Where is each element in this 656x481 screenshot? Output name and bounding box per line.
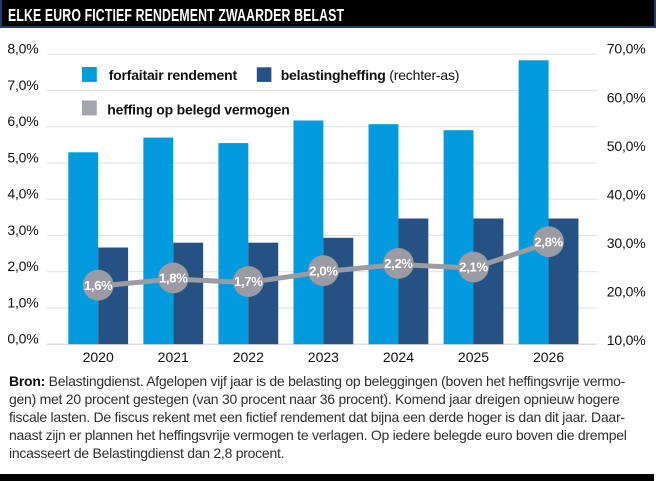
- svg-text:2,8%: 2,8%: [534, 234, 563, 249]
- svg-text:3,0%: 3,0%: [7, 222, 38, 238]
- svg-text:1,8%: 1,8%: [159, 271, 188, 286]
- svg-text:1,7%: 1,7%: [234, 274, 263, 289]
- svg-text:0,0%: 0,0%: [7, 331, 38, 347]
- svg-text:2,0%: 2,0%: [309, 263, 338, 278]
- svg-text:50,0%: 50,0%: [607, 138, 646, 154]
- svg-text:6,0%: 6,0%: [7, 113, 38, 129]
- svg-text:heffing op belegd vermogen: heffing op belegd vermogen: [107, 101, 289, 117]
- svg-text:2021: 2021: [158, 349, 189, 365]
- svg-text:5,0%: 5,0%: [7, 149, 38, 165]
- svg-text:2026: 2026: [533, 349, 564, 365]
- svg-text:2023: 2023: [308, 349, 339, 365]
- svg-text:60,0%: 60,0%: [607, 89, 646, 105]
- svg-text:2024: 2024: [383, 349, 414, 365]
- svg-text:1,6%: 1,6%: [84, 278, 113, 293]
- svg-text:2,0%: 2,0%: [7, 258, 38, 274]
- svg-text:2,2%: 2,2%: [384, 256, 413, 271]
- svg-text:30,0%: 30,0%: [607, 235, 646, 251]
- svg-text:4,0%: 4,0%: [7, 186, 38, 202]
- svg-text:2020: 2020: [83, 349, 114, 365]
- svg-text:10,0%: 10,0%: [607, 332, 646, 348]
- svg-text:forfaitair rendement: forfaitair rendement: [109, 67, 238, 83]
- svg-text:2025: 2025: [458, 349, 489, 365]
- svg-text:belastingheffing (rechter-as): belastingheffing (rechter-as): [281, 67, 460, 83]
- svg-text:8,0%: 8,0%: [7, 41, 38, 57]
- svg-text:2,1%: 2,1%: [459, 260, 488, 275]
- svg-text:70,0%: 70,0%: [607, 41, 646, 57]
- svg-text:40,0%: 40,0%: [607, 186, 646, 202]
- svg-text:2022: 2022: [233, 349, 264, 365]
- svg-text:20,0%: 20,0%: [607, 283, 646, 299]
- svg-text:7,0%: 7,0%: [7, 77, 38, 93]
- svg-text:1,0%: 1,0%: [7, 294, 38, 310]
